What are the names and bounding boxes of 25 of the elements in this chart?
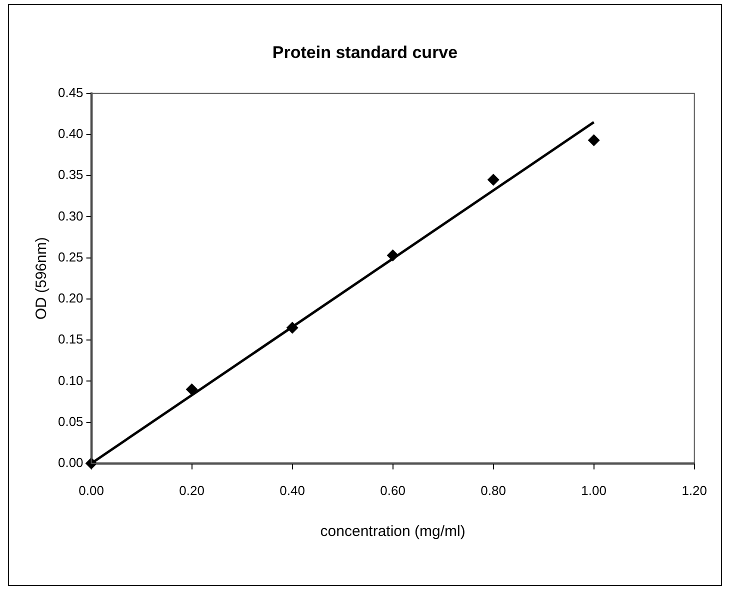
y-tick-label: 0.10 [58, 372, 84, 388]
y-tick-label: 0.35 [58, 167, 84, 182]
x-tick-label: 0.20 [179, 482, 204, 498]
y-tick-label: 0.20 [58, 290, 84, 306]
x-tick-label: 0.40 [280, 482, 305, 498]
chart-title: Protein standard curve [272, 42, 458, 62]
x-tick-label: 0.80 [480, 482, 506, 498]
point [286, 322, 298, 334]
y-tick-label: 0.45 [58, 84, 84, 100]
point [487, 174, 500, 186]
x-tick-label: 0.60 [380, 482, 406, 498]
point [588, 134, 600, 146]
y-tick-label: 0.30 [58, 208, 84, 224]
y-tick-label: 0.25 [58, 249, 84, 264]
y-tick-label: 0.00 [58, 454, 84, 470]
x-axis-title: concentration (mg/ml) [320, 523, 466, 540]
x-tick-label: 1.20 [682, 482, 708, 498]
y-axis-title: OD (596nm) [33, 237, 50, 320]
point [186, 383, 198, 396]
y-tick-label: 0.40 [58, 126, 84, 142]
x-tick-label: 1.00 [581, 482, 606, 498]
y-tick-label: 0.15 [58, 332, 84, 347]
y-tick-label: 0.05 [58, 414, 84, 429]
x-tick-label: 0.00 [78, 482, 104, 498]
point [386, 249, 399, 262]
